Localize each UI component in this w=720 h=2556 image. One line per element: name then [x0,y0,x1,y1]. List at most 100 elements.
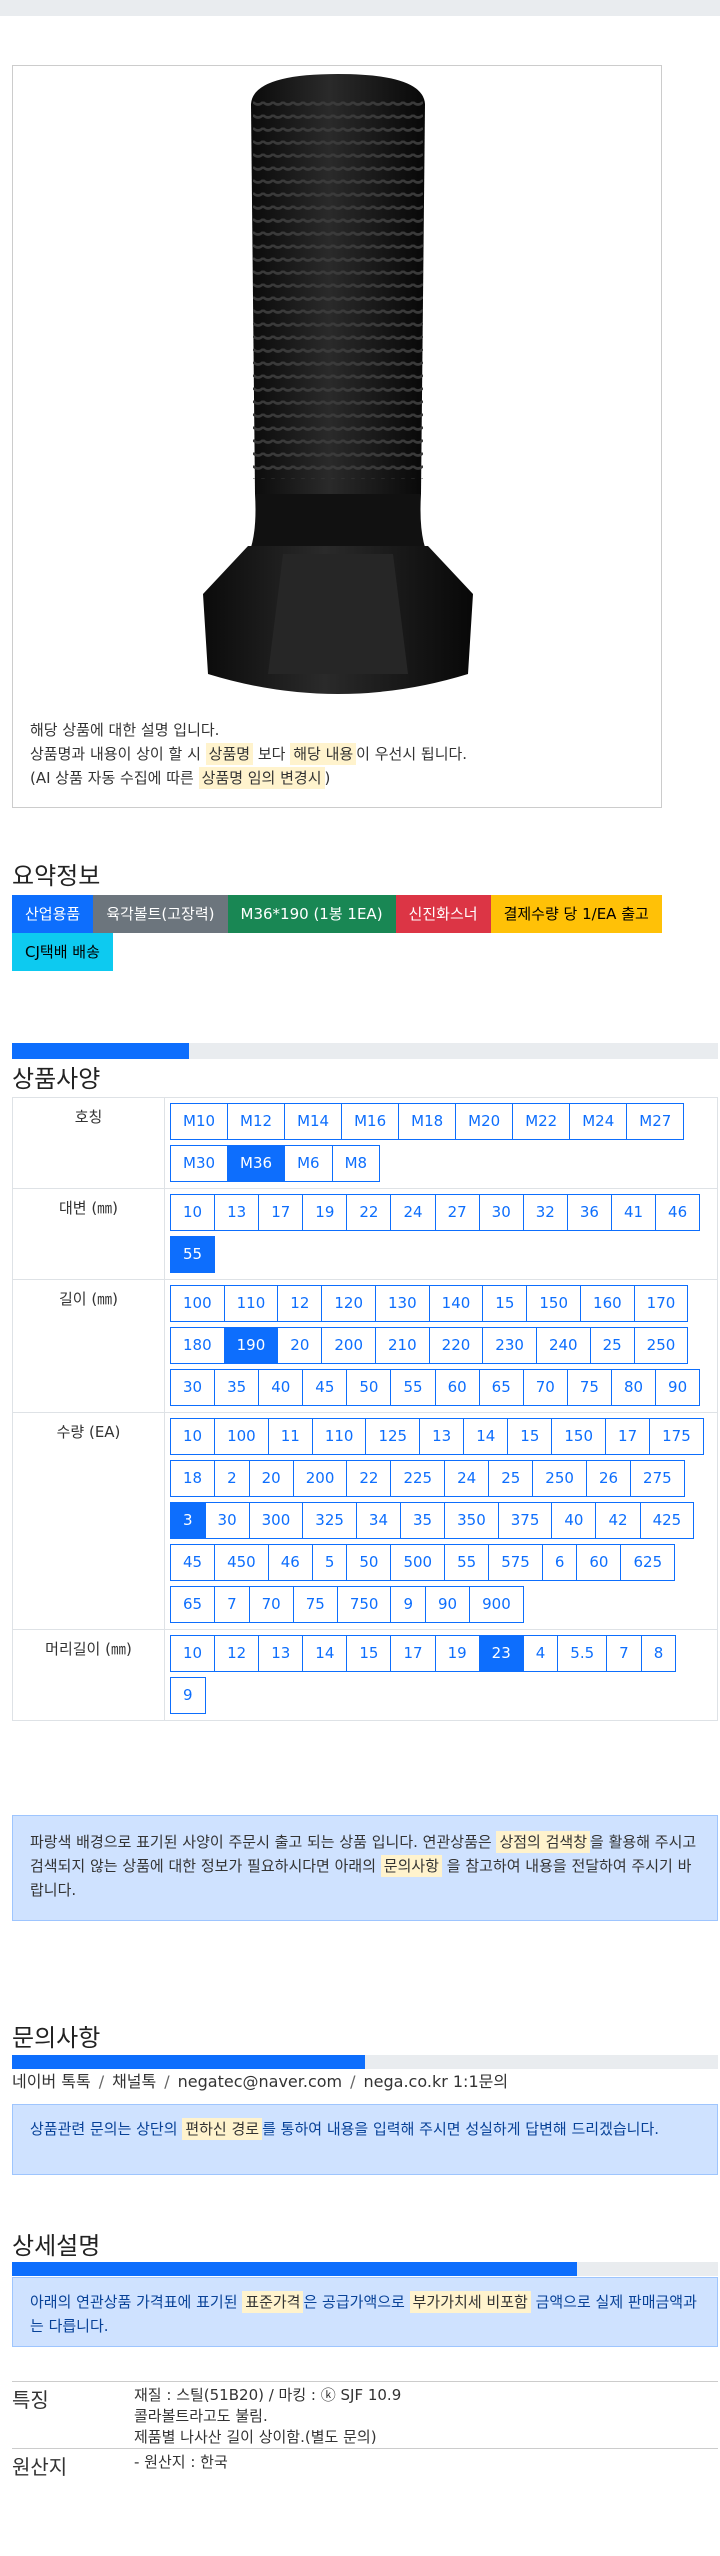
spec-option[interactable]: 220 [428,1327,484,1364]
spec-option[interactable]: 5.5 [557,1635,608,1672]
spec-option[interactable]: 140 [428,1285,484,1322]
spec-option[interactable]: 17 [390,1635,436,1672]
spec-option[interactable]: 300 [248,1502,304,1539]
spec-option[interactable]: 250 [532,1460,587,1497]
spec-option[interactable]: 250 [633,1327,689,1364]
spec-option[interactable]: 35 [400,1502,446,1539]
spec-option-selected[interactable]: 55 [170,1236,216,1273]
spec-option[interactable]: 7 [214,1586,250,1623]
spec-option[interactable]: 15 [346,1635,392,1672]
spec-option[interactable]: 34 [355,1502,402,1539]
spec-option[interactable]: 14 [302,1635,348,1672]
link-channel-talk[interactable]: 채널톡 [112,2072,157,2091]
spec-option[interactable]: 125 [365,1418,421,1455]
spec-option[interactable]: 150 [551,1418,607,1455]
spec-option[interactable]: 60 [434,1369,480,1406]
spec-option[interactable]: 75 [566,1369,612,1406]
spec-option[interactable]: 425 [639,1502,695,1539]
spec-option-selected[interactable]: 190 [223,1327,279,1364]
spec-option[interactable]: 7 [606,1635,642,1672]
spec-option[interactable]: M10 [170,1103,229,1140]
spec-option[interactable]: 6 [541,1544,578,1581]
spec-option[interactable]: 50 [346,1369,392,1406]
spec-option[interactable]: 13 [419,1418,465,1455]
spec-option[interactable]: 210 [375,1327,430,1364]
spec-option[interactable]: 17 [258,1194,304,1231]
spec-option[interactable]: 25 [589,1327,635,1364]
spec-option[interactable]: 50 [346,1544,392,1581]
spec-option[interactable]: 32 [522,1194,568,1231]
spec-option[interactable]: 100 [170,1285,225,1322]
spec-option[interactable]: M6 [284,1145,333,1182]
spec-option[interactable]: 40 [551,1502,597,1539]
spec-option[interactable]: 35 [214,1369,260,1406]
link-site-inquiry[interactable]: nega.co.kr 1:1문의 [363,2072,509,2091]
spec-option[interactable]: 65 [170,1586,216,1623]
spec-option[interactable]: 750 [336,1586,392,1623]
spec-option[interactable]: 500 [390,1544,446,1581]
spec-option[interactable]: 45 [302,1369,348,1406]
spec-option[interactable]: 230 [482,1327,537,1364]
spec-option[interactable]: 15 [507,1418,553,1455]
spec-option[interactable]: 20 [248,1460,294,1497]
spec-option[interactable]: 10 [170,1418,216,1455]
spec-option[interactable]: 450 [214,1544,269,1581]
spec-option[interactable]: 325 [302,1502,357,1539]
spec-option[interactable]: 12 [214,1635,260,1672]
spec-option[interactable]: 55 [444,1544,490,1581]
spec-option[interactable]: 180 [170,1327,225,1364]
spec-option[interactable]: 100 [214,1418,269,1455]
spec-option[interactable]: 36 [566,1194,612,1231]
spec-option[interactable]: 24 [390,1194,436,1231]
spec-option[interactable]: 160 [580,1285,635,1322]
spec-option[interactable]: 41 [610,1194,657,1231]
spec-option[interactable]: 60 [576,1544,622,1581]
spec-option[interactable]: 20 [277,1327,323,1364]
spec-option[interactable]: M30 [170,1145,229,1182]
spec-option[interactable]: 70 [248,1586,294,1623]
spec-option-selected[interactable]: M36 [227,1145,286,1182]
spec-option[interactable]: M8 [331,1145,381,1182]
spec-option[interactable]: 25 [488,1460,534,1497]
spec-option[interactable]: 65 [478,1369,524,1406]
spec-option[interactable]: 22 [346,1194,392,1231]
spec-option[interactable]: 19 [302,1194,348,1231]
spec-option[interactable]: M22 [512,1103,571,1140]
spec-option[interactable]: 170 [633,1285,689,1322]
spec-option[interactable]: 225 [390,1460,446,1497]
spec-option[interactable]: 10 [170,1635,216,1672]
spec-option[interactable]: 200 [321,1327,377,1364]
spec-option[interactable]: 45 [170,1544,216,1581]
spec-option[interactable]: 2 [214,1460,250,1497]
spec-option[interactable]: M18 [398,1103,457,1140]
spec-option[interactable]: 42 [595,1502,641,1539]
spec-option[interactable]: 120 [321,1285,377,1322]
spec-option[interactable]: 30 [478,1194,524,1231]
spec-option[interactable]: 240 [535,1327,591,1364]
spec-option[interactable]: 17 [605,1418,651,1455]
spec-option[interactable]: 55 [390,1369,436,1406]
spec-option[interactable]: 15 [482,1285,528,1322]
spec-option[interactable]: 110 [311,1418,367,1455]
spec-option[interactable]: 130 [375,1285,430,1322]
spec-option[interactable]: 46 [655,1194,701,1231]
spec-option[interactable]: 4 [522,1635,559,1672]
spec-option[interactable]: 14 [463,1418,509,1455]
spec-option[interactable]: 46 [267,1544,313,1581]
spec-option[interactable]: 150 [526,1285,582,1322]
spec-option[interactable]: M27 [626,1103,685,1140]
spec-option[interactable]: 9 [170,1677,206,1714]
spec-option[interactable]: 30 [204,1502,250,1539]
spec-option[interactable]: 625 [620,1544,676,1581]
spec-option[interactable]: 24 [444,1460,490,1497]
link-naver-talk[interactable]: 네이버 톡톡 [12,2072,91,2091]
spec-option[interactable]: M20 [455,1103,514,1140]
spec-option[interactable]: 900 [469,1586,524,1623]
spec-option[interactable]: 30 [170,1369,216,1406]
spec-option[interactable]: 110 [223,1285,279,1322]
spec-option[interactable]: 90 [655,1369,701,1406]
spec-option[interactable]: 11 [267,1418,313,1455]
spec-option[interactable]: 18 [170,1460,216,1497]
spec-option[interactable]: 22 [346,1460,392,1497]
spec-option[interactable]: 12 [277,1285,323,1322]
